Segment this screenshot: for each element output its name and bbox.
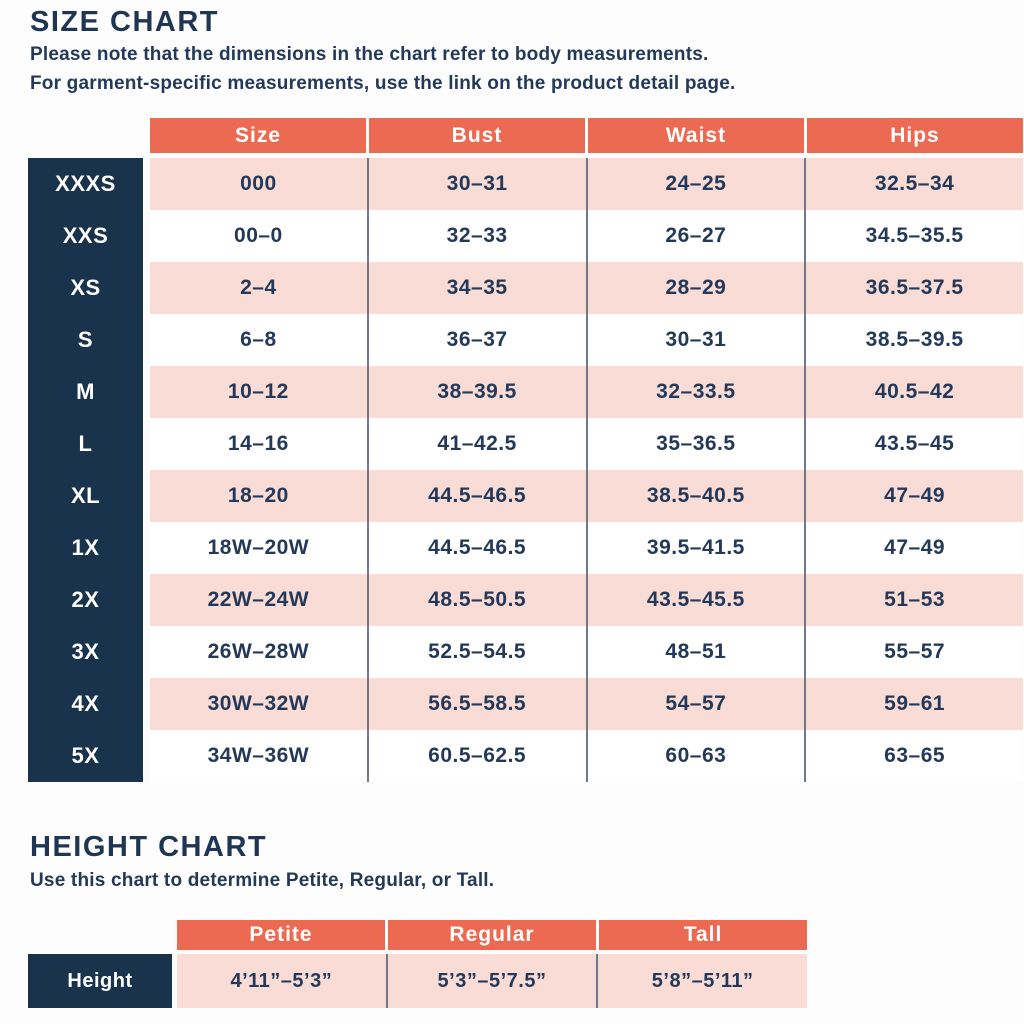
table-cell: 38–39.5 (366, 366, 586, 418)
table-cell: 000 (150, 158, 367, 210)
table-cell: 43.5–45.5 (585, 574, 805, 626)
size-chart-body: XXXS 000 30–31 24–25 32.5–34 XXS 00–0 32–33 26–2… (28, 158, 1023, 782)
height-chart-title: HEIGHT CHART (30, 831, 268, 863)
table-cell: 59–61 (804, 678, 1023, 730)
table-cell: 22W–24W (150, 574, 367, 626)
size-chart-note-1: Please note that the dimensions in the c… (30, 44, 709, 65)
table-cell: 34.5–35.5 (804, 210, 1023, 262)
row-label: 2X (28, 574, 143, 626)
height-chart-header-row: Petite Regular Tall (28, 920, 807, 950)
table-cell: 32–33.5 (585, 366, 805, 418)
column-header-bust: Bust (366, 118, 585, 153)
table-cell: 14–16 (150, 418, 367, 470)
table-row: XS 2–4 34–35 28–29 36.5–37.5 (28, 262, 1023, 314)
table-cell: 30W–32W (150, 678, 367, 730)
table-cell: 47–49 (804, 470, 1023, 522)
column-header-size: Size (150, 118, 366, 153)
table-cell: 6–8 (150, 314, 367, 366)
size-chart-note-2: For garment-specific measurements, use t… (30, 73, 736, 94)
height-chart-note: Use this chart to determine Petite, Regu… (30, 870, 495, 891)
size-chart-table: Size Bust Waist Hips XXXS 000 30–31 24–25 32… (28, 118, 1023, 782)
table-cell: 48–51 (585, 626, 805, 678)
header-corner-spacer (28, 118, 150, 153)
size-chart-title: SIZE CHART (30, 6, 219, 38)
table-cell: 34W–36W (150, 730, 367, 782)
table-row: 4X 30W–32W 56.5–58.5 54–57 59–61 (28, 678, 1023, 730)
table-cell: 00–0 (150, 210, 367, 262)
table-cell: 48.5–50.5 (366, 574, 586, 626)
table-cell: 44.5–46.5 (366, 470, 586, 522)
table-cell: 18–20 (150, 470, 367, 522)
table-cell: 55–57 (804, 626, 1023, 678)
row-label: XS (28, 262, 143, 314)
size-chart-header-row: Size Bust Waist Hips (28, 118, 1023, 153)
table-row: 2X 22W–24W 48.5–50.5 43.5–45.5 51–53 (28, 574, 1023, 626)
table-cell: 5’8”–5’11” (596, 954, 808, 1008)
row-label: 1X (28, 522, 143, 574)
table-cell: 47–49 (804, 522, 1023, 574)
table-cell: 32–33 (366, 210, 586, 262)
row-label: L (28, 418, 143, 470)
table-cell: 5’3”–5’7.5” (385, 954, 597, 1008)
table-cell: 43.5–45 (804, 418, 1023, 470)
table-row: Height 4’11”–5’3” 5’3”–5’7.5” 5’8”–5’11” (28, 954, 808, 1008)
table-row: XL 18–20 44.5–46.5 38.5–40.5 47–49 (28, 470, 1023, 522)
table-cell: 35–36.5 (585, 418, 805, 470)
row-label: XXXS (28, 158, 143, 210)
table-cell: 30–31 (366, 158, 586, 210)
table-cell: 63–65 (804, 730, 1023, 782)
row-label: 3X (28, 626, 143, 678)
table-cell: 36.5–37.5 (804, 262, 1023, 314)
header-corner-spacer (28, 920, 177, 950)
table-cell: 32.5–34 (804, 158, 1023, 210)
table-cell: 30–31 (585, 314, 805, 366)
row-label: S (28, 314, 143, 366)
table-cell: 36–37 (366, 314, 586, 366)
table-cell: 26–27 (585, 210, 805, 262)
table-cell: 60.5–62.5 (366, 730, 586, 782)
table-cell: 24–25 (585, 158, 805, 210)
column-header-regular: Regular (385, 920, 596, 950)
table-cell: 10–12 (150, 366, 367, 418)
table-cell: 4’11”–5’3” (177, 954, 386, 1008)
table-row: XXXS 000 30–31 24–25 32.5–34 (28, 158, 1023, 210)
height-chart-table: Petite Regular Tall Height 4’11”–5’3” 5’3”… (28, 920, 808, 1008)
table-cell: 18W–20W (150, 522, 367, 574)
table-cell: 34–35 (366, 262, 586, 314)
table-cell: 38.5–39.5 (804, 314, 1023, 366)
column-header-hips: Hips (804, 118, 1023, 153)
table-row: 3X 26W–28W 52.5–54.5 48–51 55–57 (28, 626, 1023, 678)
table-row: XXS 00–0 32–33 26–27 34.5–35.5 (28, 210, 1023, 262)
table-row: L 14–16 41–42.5 35–36.5 43.5–45 (28, 418, 1023, 470)
table-row: S 6–8 36–37 30–31 38.5–39.5 (28, 314, 1023, 366)
column-header-tall: Tall (596, 920, 807, 950)
table-cell: 54–57 (585, 678, 805, 730)
row-label: XL (28, 470, 143, 522)
table-cell: 44.5–46.5 (366, 522, 586, 574)
table-cell: 41–42.5 (366, 418, 586, 470)
row-label: 4X (28, 678, 143, 730)
table-row: 1X 18W–20W 44.5–46.5 39.5–41.5 47–49 (28, 522, 1023, 574)
table-cell: 26W–28W (150, 626, 367, 678)
row-label: M (28, 366, 143, 418)
table-row: 5X 34W–36W 60.5–62.5 60–63 63–65 (28, 730, 1023, 782)
table-cell: 2–4 (150, 262, 367, 314)
column-header-petite: Petite (177, 920, 385, 950)
row-label: XXS (28, 210, 143, 262)
table-cell: 38.5–40.5 (585, 470, 805, 522)
table-cell: 40.5–42 (804, 366, 1023, 418)
table-row: M 10–12 38–39.5 32–33.5 40.5–42 (28, 366, 1023, 418)
table-cell: 52.5–54.5 (366, 626, 586, 678)
table-cell: 56.5–58.5 (366, 678, 586, 730)
table-cell: 28–29 (585, 262, 805, 314)
height-chart-body: Height 4’11”–5’3” 5’3”–5’7.5” 5’8”–5’11” (28, 954, 808, 1008)
row-label: 5X (28, 730, 143, 782)
table-cell: 60–63 (585, 730, 805, 782)
table-cell: 51–53 (804, 574, 1023, 626)
table-cell: 39.5–41.5 (585, 522, 805, 574)
column-header-waist: Waist (585, 118, 804, 153)
row-label: Height (28, 954, 172, 1008)
